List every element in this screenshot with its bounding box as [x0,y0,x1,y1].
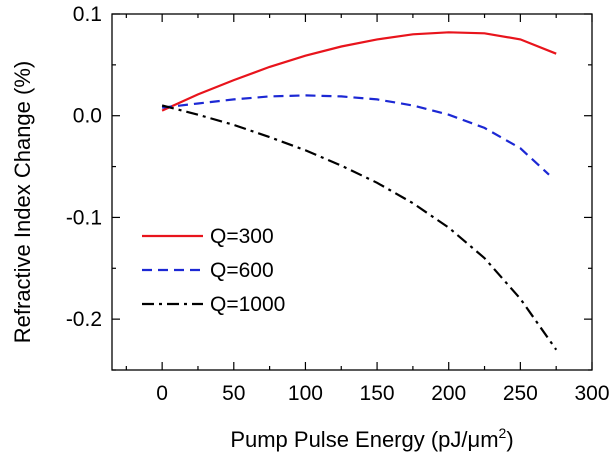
y-axis-title: Refractive Index Change (%) [10,61,35,343]
legend-label: Q=1000 [210,293,285,316]
legend: Q=300 Q=600 Q=1000 [142,225,285,316]
x-tick-label: 300 [574,382,609,405]
x-tick-label: 200 [431,382,466,405]
x-tick-label: 100 [288,382,323,405]
legend-label: Q=600 [210,259,274,282]
x-tick-label: 0 [156,382,168,405]
x-axis-title: Pump Pulse Energy (pJ/μm2) [230,425,513,452]
x-axis-title-main: Pump Pulse Energy (pJ/μm [230,427,498,452]
series-line-2 [161,94,550,176]
axis-ticks [112,13,593,371]
y-tick-labels: 0.1 0.0 -0.1 -0.2 [66,3,102,331]
series-lines [161,31,558,351]
x-tick-labels: 0 50 100 150 200 250 300 [156,382,609,405]
x-tick-label: 150 [360,382,395,405]
series-line-1 [161,31,557,112]
y-tick-label: 0.1 [73,3,102,26]
x-axis-title-superscript: 2 [499,425,507,441]
y-tick-label: -0.1 [66,206,102,229]
y-tick-label: 0.0 [73,105,102,128]
series-line-3 [161,104,558,351]
y-tick-label: -0.2 [66,308,102,331]
x-tick-label: 250 [503,382,538,405]
plot-frame [111,13,593,371]
legend-label: Q=300 [210,225,274,248]
x-tick-label: 50 [222,382,245,405]
x-axis-title-close: ) [506,427,513,452]
